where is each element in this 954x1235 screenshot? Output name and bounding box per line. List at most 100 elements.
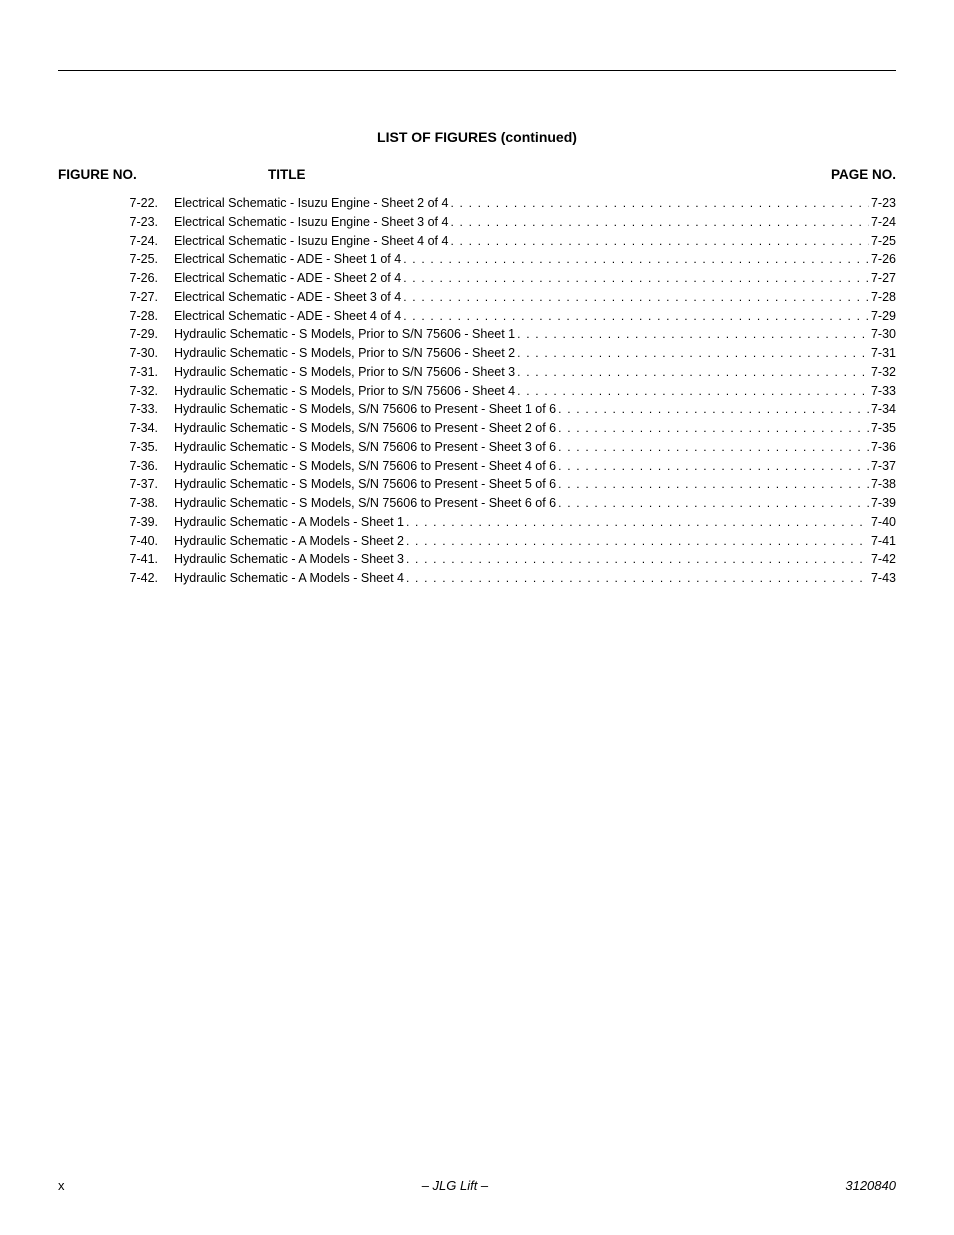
entry-page-number: 7-25	[869, 232, 896, 251]
entry-title-cell: Electrical Schematic - ADE - Sheet 2 of …	[174, 269, 896, 288]
entry-title-cell: Electrical Schematic - ADE - Sheet 4 of …	[174, 307, 896, 326]
toc-entry: 7-24. Electrical Schematic - Isuzu Engine…	[58, 232, 896, 251]
footer-doc-number: 3120840	[845, 1178, 896, 1193]
figure-number: 7-24.	[102, 232, 164, 251]
entry-title: Hydraulic Schematic - S Models, S/N 7560…	[174, 475, 556, 494]
entry-title: Hydraulic Schematic - A Models - Sheet 3	[174, 550, 404, 569]
entry-title-cell: Hydraulic Schematic - S Models, S/N 7560…	[174, 457, 896, 476]
toc-entry: 7-37. Hydraulic Schematic - S Models, S/N…	[58, 475, 896, 494]
entry-title: Hydraulic Schematic - S Models, S/N 7560…	[174, 438, 556, 457]
figure-number: 7-22.	[102, 194, 164, 213]
toc-entry: 7-26. Electrical Schematic - ADE - Sheet …	[58, 269, 896, 288]
page-footer: x – JLG Lift – 3120840	[58, 1178, 896, 1193]
dot-leader: . . . . . . . . . . . . . . . . . . . . …	[401, 250, 869, 268]
dot-leader: . . . . . . . . . . . . . . . . . . . . …	[556, 400, 869, 418]
figure-number: 7-36.	[102, 457, 164, 476]
header-figure-no: FIGURE NO.	[58, 167, 248, 182]
dot-leader: . . . . . . . . . . . . . . . . . . . . …	[515, 363, 869, 381]
toc-entry: 7-36. Hydraulic Schematic - S Models, S/N…	[58, 457, 896, 476]
entry-page-number: 7-41	[869, 532, 896, 551]
dot-leader: . . . . . . . . . . . . . . . . . . . . …	[404, 532, 869, 550]
entry-title-cell: Hydraulic Schematic - A Models - Sheet 2…	[174, 532, 896, 551]
dot-leader: . . . . . . . . . . . . . . . . . . . . …	[556, 494, 869, 512]
dot-leader: . . . . . . . . . . . . . . . . . . . . …	[401, 269, 869, 287]
entry-title-cell: Hydraulic Schematic - S Models, S/N 7560…	[174, 475, 896, 494]
dot-leader: . . . . . . . . . . . . . . . . . . . . …	[515, 382, 869, 400]
entry-title-cell: Hydraulic Schematic - S Models, S/N 7560…	[174, 400, 896, 419]
toc-entry: 7-41. Hydraulic Schematic - A Models - Sh…	[58, 550, 896, 569]
dot-leader: . . . . . . . . . . . . . . . . . . . . …	[404, 513, 869, 531]
entry-title: Electrical Schematic - ADE - Sheet 4 of …	[174, 307, 401, 326]
entry-page-number: 7-35	[869, 419, 896, 438]
toc-entry: 7-35.Hydraulic Schematic - S Models, S/N…	[58, 438, 896, 457]
figure-number: 7-30.	[102, 344, 164, 363]
page-title: LIST OF FIGURES (continued)	[58, 129, 896, 145]
entry-page-number: 7-38	[869, 475, 896, 494]
entry-title: Electrical Schematic - ADE - Sheet 2 of …	[174, 269, 401, 288]
entry-title-cell: Hydraulic Schematic - S Models, Prior to…	[174, 344, 896, 363]
figure-number: 7-33.	[102, 400, 164, 419]
dot-leader: . . . . . . . . . . . . . . . . . . . . …	[556, 419, 869, 437]
entry-title-cell: Hydraulic Schematic - A Models - Sheet 4…	[174, 569, 896, 588]
top-horizontal-rule	[58, 70, 896, 71]
entry-page-number: 7-27	[869, 269, 896, 288]
column-headers: FIGURE NO. TITLE PAGE NO.	[58, 167, 896, 182]
figure-number: 7-42.	[102, 569, 164, 588]
figure-number: 7-26.	[102, 269, 164, 288]
toc-entry: 7-42. Hydraulic Schematic - A Models - Sh…	[58, 569, 896, 588]
entry-title-cell: Electrical Schematic - ADE - Sheet 3 of …	[174, 288, 896, 307]
entry-page-number: 7-40	[869, 513, 896, 532]
dot-leader: . . . . . . . . . . . . . . . . . . . . …	[448, 232, 869, 250]
entry-title: Hydraulic Schematic - S Models, S/N 7560…	[174, 400, 556, 419]
toc-entry: 7-33. Hydraulic Schematic - S Models, S/N…	[58, 400, 896, 419]
entry-page-number: 7-29	[869, 307, 896, 326]
dot-leader: . . . . . . . . . . . . . . . . . . . . …	[404, 569, 869, 587]
entry-title: Electrical Schematic - Isuzu Engine - Sh…	[174, 213, 448, 232]
toc-entry: 7-27. Electrical Schematic - ADE - Sheet …	[58, 288, 896, 307]
toc-entry: 7-32. Hydraulic Schematic - S Models, Pri…	[58, 382, 896, 401]
dot-leader: . . . . . . . . . . . . . . . . . . . . …	[404, 550, 869, 568]
dot-leader: . . . . . . . . . . . . . . . . . . . . …	[448, 213, 869, 231]
entry-page-number: 7-43	[869, 569, 896, 588]
entry-title: Hydraulic Schematic - S Models, Prior to…	[174, 344, 515, 363]
entry-page-number: 7-30	[869, 325, 896, 344]
toc-entry: 7-39.Hydraulic Schematic - A Models - Sh…	[58, 513, 896, 532]
toc-entry: 7-23.Electrical Schematic - Isuzu Engine…	[58, 213, 896, 232]
figure-number: 7-37.	[102, 475, 164, 494]
dot-leader: . . . . . . . . . . . . . . . . . . . . …	[556, 475, 869, 493]
dot-leader: . . . . . . . . . . . . . . . . . . . . …	[448, 194, 869, 212]
dot-leader: . . . . . . . . . . . . . . . . . . . . …	[401, 307, 869, 325]
toc-entry: 7-25. Electrical Schematic - ADE - Sheet …	[58, 250, 896, 269]
figure-number: 7-32.	[102, 382, 164, 401]
entry-page-number: 7-36	[869, 438, 896, 457]
entry-title: Hydraulic Schematic - S Models, S/N 7560…	[174, 457, 556, 476]
entry-page-number: 7-39	[869, 494, 896, 513]
entry-title: Hydraulic Schematic - A Models - Sheet 2	[174, 532, 404, 551]
figure-number: 7-27.	[102, 288, 164, 307]
entry-title-cell: Electrical Schematic - Isuzu Engine - Sh…	[174, 232, 896, 251]
entry-title-cell: Hydraulic Schematic - A Models - Sheet 3…	[174, 550, 896, 569]
entry-title: Electrical Schematic - Isuzu Engine - Sh…	[174, 232, 448, 251]
entry-title: Hydraulic Schematic - A Models - Sheet 4	[174, 569, 404, 588]
entry-page-number: 7-24	[869, 213, 896, 232]
entry-page-number: 7-42	[869, 550, 896, 569]
entry-title: Electrical Schematic - ADE - Sheet 1 of …	[174, 250, 401, 269]
entry-page-number: 7-34	[869, 400, 896, 419]
entry-page-number: 7-23	[869, 194, 896, 213]
toc-entry: 7-40.Hydraulic Schematic - A Models - Sh…	[58, 532, 896, 551]
figure-number: 7-25.	[102, 250, 164, 269]
entry-title: Electrical Schematic - Isuzu Engine - Sh…	[174, 194, 448, 213]
entry-title: Hydraulic Schematic - S Models, Prior to…	[174, 382, 515, 401]
toc-entry: 7-29.Hydraulic Schematic - S Models, Pri…	[58, 325, 896, 344]
entry-title: Hydraulic Schematic - S Models, S/N 7560…	[174, 419, 556, 438]
footer-page-number: x	[58, 1178, 65, 1193]
figure-number: 7-28.	[102, 307, 164, 326]
figure-number: 7-41.	[102, 550, 164, 569]
entry-page-number: 7-37	[869, 457, 896, 476]
entry-page-number: 7-33	[869, 382, 896, 401]
entry-title-cell: Electrical Schematic - Isuzu Engine - Sh…	[174, 213, 896, 232]
entry-page-number: 7-32	[869, 363, 896, 382]
entry-title-cell: Hydraulic Schematic - S Models, Prior to…	[174, 382, 896, 401]
figure-number: 7-29.	[102, 325, 164, 344]
dot-leader: . . . . . . . . . . . . . . . . . . . . …	[515, 344, 869, 362]
